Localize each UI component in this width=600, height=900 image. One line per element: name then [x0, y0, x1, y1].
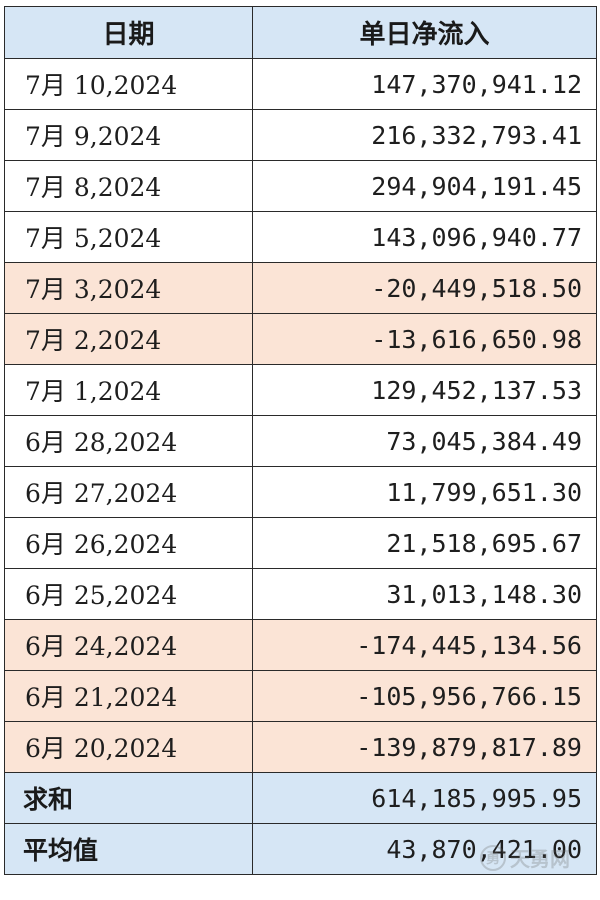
net-inflow-cell: 294,904,191.45	[252, 160, 597, 212]
net-inflow-cell: 216,332,793.41	[252, 109, 597, 161]
date-cell: 7月 5,2024	[4, 211, 253, 263]
table-row: 7月 5,2024 143,096,940.77	[4, 211, 597, 263]
summary-value: 614,185,995.95	[252, 772, 597, 824]
daily-net-inflow-table: 日期 单日净流入 7月 10,2024 147,370,941.12 7月 9,20…	[4, 6, 597, 875]
net-inflow-cell: -139,879,817.89	[252, 721, 597, 773]
date-cell: 6月 26,2024	[4, 517, 253, 569]
net-inflow-cell: 143,096,940.77	[252, 211, 597, 263]
net-inflow-cell: 11,799,651.30	[252, 466, 597, 518]
table-row: 6月 28,2024 73,045,384.49	[4, 415, 597, 467]
table-row: 6月 20,2024 -139,879,817.89	[4, 721, 597, 773]
table-row: 7月 9,2024 216,332,793.41	[4, 109, 597, 161]
date-cell: 7月 1,2024	[4, 364, 253, 416]
date-cell: 6月 20,2024	[4, 721, 253, 773]
table-row: 6月 21,2024 -105,956,766.15	[4, 670, 597, 722]
summary-row-sum: 求和 614,185,995.95	[4, 772, 597, 824]
table-body: 7月 10,2024 147,370,941.12 7月 9,2024 216,332…	[4, 58, 597, 773]
net-inflow-cell: -174,445,134.56	[252, 619, 597, 671]
net-inflow-cell: 73,045,384.49	[252, 415, 597, 467]
table-row: 7月 2,2024 -13,616,650.98	[4, 313, 597, 365]
net-inflow-cell: 129,452,137.53	[252, 364, 597, 416]
date-cell: 6月 24,2024	[4, 619, 253, 671]
date-cell: 6月 25,2024	[4, 568, 253, 620]
date-cell: 7月 8,2024	[4, 160, 253, 212]
table-row: 7月 8,2024 294,904,191.45	[4, 160, 597, 212]
table-row: 6月 27,2024 11,799,651.30	[4, 466, 597, 518]
net-inflow-cell: -13,616,650.98	[252, 313, 597, 365]
date-cell: 7月 2,2024	[4, 313, 253, 365]
net-inflow-cell: -105,956,766.15	[252, 670, 597, 722]
date-cell: 6月 27,2024	[4, 466, 253, 518]
table-row: 7月 1,2024 129,452,137.53	[4, 364, 597, 416]
summary-label: 求和	[4, 772, 253, 824]
table-header-row: 日期 单日净流入	[4, 6, 597, 59]
date-cell: 6月 28,2024	[4, 415, 253, 467]
date-cell: 7月 3,2024	[4, 262, 253, 314]
net-inflow-cell: -20,449,518.50	[252, 262, 597, 314]
table-row: 7月 10,2024 147,370,941.12	[4, 58, 597, 110]
table-row: 6月 26,2024 21,518,695.67	[4, 517, 597, 569]
table-row: 6月 24,2024 -174,445,134.56	[4, 619, 597, 671]
net-inflow-cell: 147,370,941.12	[252, 58, 597, 110]
header-date: 日期	[4, 6, 253, 59]
net-inflow-sheet: 日期 单日净流入 7月 10,2024 147,370,941.12 7月 9,20…	[4, 6, 597, 896]
table-row: 7月 3,2024 -20,449,518.50	[4, 262, 597, 314]
summary-row-average: 平均值 43,870,421.00	[4, 823, 597, 875]
summary-value: 43,870,421.00	[252, 823, 597, 875]
date-cell: 7月 9,2024	[4, 109, 253, 161]
header-daily-net-inflow: 单日净流入	[252, 6, 597, 59]
date-cell: 6月 21,2024	[4, 670, 253, 722]
net-inflow-cell: 31,013,148.30	[252, 568, 597, 620]
summary-label: 平均值	[4, 823, 253, 875]
date-cell: 7月 10,2024	[4, 58, 253, 110]
table-row: 6月 25,2024 31,013,148.30	[4, 568, 597, 620]
net-inflow-cell: 21,518,695.67	[252, 517, 597, 569]
